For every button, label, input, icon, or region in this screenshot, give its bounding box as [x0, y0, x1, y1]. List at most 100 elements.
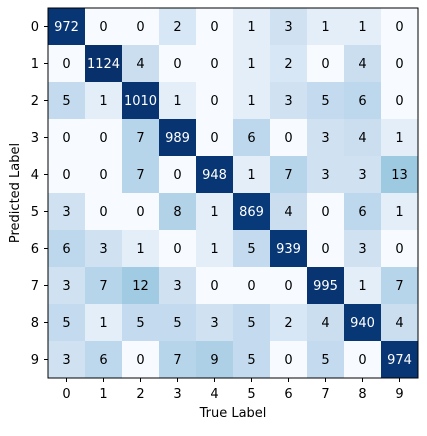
cell-value-label: 0 [62, 131, 70, 146]
cell-value-label: 7 [173, 353, 181, 368]
heatmap-cell [159, 193, 197, 231]
heatmap-cell [233, 193, 271, 231]
cell-value-label: 5 [321, 353, 329, 368]
y-tick-label: 4 [31, 168, 39, 183]
cell-value-label: 974 [387, 353, 412, 368]
x-tick-label: 3 [173, 387, 181, 402]
heatmap-cell [48, 230, 86, 268]
cell-value-label: 5 [136, 316, 144, 331]
heatmap-cell [122, 82, 160, 120]
cell-value-label: 6 [99, 353, 107, 368]
x-tick-label: 5 [247, 387, 255, 402]
cell-value-label: 1 [210, 205, 218, 220]
heatmap-cell [270, 304, 308, 342]
cell-value-label: 0 [284, 353, 292, 368]
heatmap-cell [159, 230, 197, 268]
cell-value-label: 0 [321, 205, 329, 220]
cell-value-label: 0 [395, 57, 403, 72]
cell-value-label: 0 [99, 168, 107, 183]
heatmap-cell [159, 156, 197, 194]
cell-value-label: 1 [99, 94, 107, 109]
cell-value-label: 869 [239, 205, 264, 220]
cell-value-label: 1 [358, 279, 366, 294]
heatmap-cell [344, 341, 382, 379]
heatmap-cell [196, 267, 234, 305]
y-tick-label: 3 [31, 131, 39, 146]
heatmap-cell [307, 193, 345, 231]
cell-value-label: 12 [132, 279, 149, 294]
heatmap-cell [48, 8, 86, 46]
cell-value-label: 5 [247, 353, 255, 368]
y-tick-label: 5 [31, 205, 39, 220]
cell-value-label: 989 [165, 131, 190, 146]
cell-value-label: 1 [173, 94, 181, 109]
heatmap-cell [122, 304, 160, 342]
cell-value-label: 1 [321, 20, 329, 35]
cell-value-label: 3 [321, 131, 329, 146]
heatmap-cell [159, 341, 197, 379]
heatmap-cell [381, 119, 419, 157]
cell-value-label: 7 [99, 279, 107, 294]
heatmap-cell [48, 304, 86, 342]
heatmap-cell [270, 156, 308, 194]
heatmap-cell [307, 8, 345, 46]
heatmap-cell [196, 82, 234, 120]
y-tick-label: 1 [31, 57, 39, 72]
heatmap-cell [307, 230, 345, 268]
y-tick-label: 8 [31, 316, 39, 331]
cell-value-label: 2 [284, 316, 292, 331]
cell-value-label: 4 [358, 131, 366, 146]
cell-value-label: 1 [247, 168, 255, 183]
cell-value-label: 7 [136, 168, 144, 183]
cell-value-label: 5 [173, 316, 181, 331]
y-axis-label: Predicted Label [8, 143, 23, 243]
cell-value-label: 0 [136, 20, 144, 35]
cell-value-label: 1010 [124, 94, 157, 109]
heatmap-cell [270, 45, 308, 83]
x-tick-label: 0 [62, 387, 70, 402]
cell-value-label: 0 [99, 20, 107, 35]
cell-value-label: 972 [54, 20, 79, 35]
heatmap-cell [122, 8, 160, 46]
heatmap-cell [159, 45, 197, 83]
heatmap-cell [307, 304, 345, 342]
heatmap-cell [85, 304, 123, 342]
heatmap-cell [122, 119, 160, 157]
heatmap-cell [48, 193, 86, 231]
heatmap-cell [344, 156, 382, 194]
heatmap-cell [196, 193, 234, 231]
cell-value-label: 0 [173, 57, 181, 72]
heatmap-cell [233, 82, 271, 120]
heatmap-cell [344, 119, 382, 157]
cell-value-label: 4 [321, 316, 329, 331]
cell-value-label: 6 [62, 242, 70, 257]
y-tick-label: 6 [31, 242, 39, 257]
heatmap-cell [344, 193, 382, 231]
cell-value-label: 0 [395, 20, 403, 35]
heatmap-cell [196, 119, 234, 157]
heatmap-cell [307, 45, 345, 83]
cell-value-label: 1 [136, 242, 144, 257]
cell-value-label: 1 [358, 20, 366, 35]
heatmap-cell [381, 156, 419, 194]
cell-value-label: 0 [210, 131, 218, 146]
cell-value-label: 3 [210, 316, 218, 331]
cell-value-label: 1 [247, 94, 255, 109]
y-axis-ticks: 0 1 2 3 4 5 6 7 8 9 [31, 20, 48, 368]
heatmap-cell [233, 230, 271, 268]
heatmap-cell [381, 8, 419, 46]
cell-value-label: 0 [62, 57, 70, 72]
cell-value-label: 940 [350, 316, 375, 331]
heatmap-cell [85, 267, 123, 305]
heatmap-cell [159, 119, 197, 157]
heatmap-cell [270, 230, 308, 268]
cell-value-label: 0 [136, 205, 144, 220]
heatmap-cell [307, 156, 345, 194]
cell-value-label: 0 [284, 131, 292, 146]
heatmap-cell [196, 156, 234, 194]
x-tick-label: 2 [136, 387, 144, 402]
cell-value-label: 3 [62, 279, 70, 294]
heatmap-cell [196, 304, 234, 342]
cell-value-label: 0 [284, 279, 292, 294]
cell-value-label: 0 [173, 242, 181, 257]
